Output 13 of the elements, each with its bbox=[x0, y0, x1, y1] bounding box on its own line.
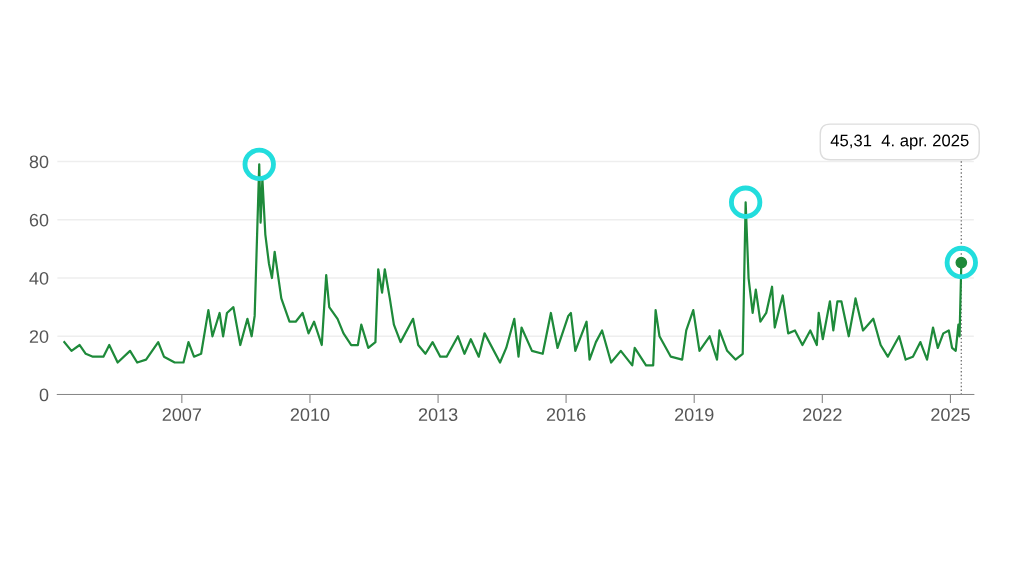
y-tick-label: 40 bbox=[29, 271, 49, 285]
y-tick-label: 20 bbox=[29, 330, 49, 343]
annotation: 45,31 4. apr. 2025 bbox=[830, 134, 969, 150]
x-tick-label: 2016 bbox=[546, 408, 586, 422]
x-tick-label: 2022 bbox=[803, 408, 842, 422]
y-tick-label: 0 bbox=[39, 388, 49, 402]
x-tick-label: 2019 bbox=[675, 408, 714, 422]
y-tick-label: 80 bbox=[29, 155, 49, 169]
y-tick-label: 60 bbox=[29, 213, 49, 227]
x-tick-label: 2010 bbox=[290, 408, 330, 422]
x-tick-label: 2013 bbox=[418, 408, 458, 422]
x-tick-label: 2025 bbox=[931, 408, 970, 422]
x-tick-label: 2007 bbox=[162, 408, 202, 422]
